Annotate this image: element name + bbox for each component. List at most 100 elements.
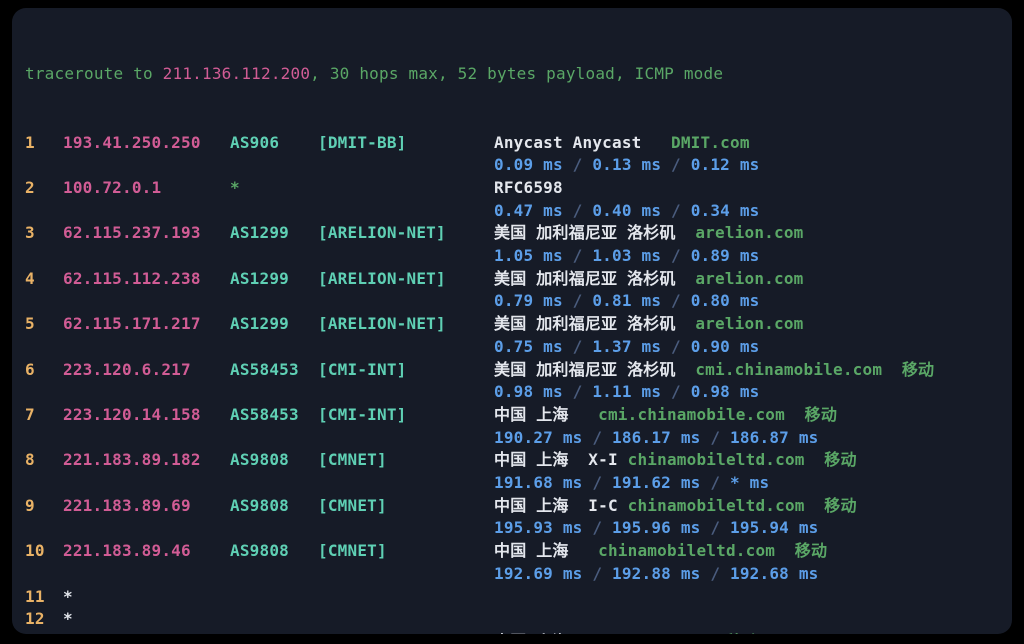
- traceroute-target-ip: 211.136.112.200: [162, 64, 311, 84]
- traceroute-header-suffix: , 30 hops max, 52 bytes payload, ICMP mo…: [310, 64, 724, 84]
- latency-value: 190.27 ms: [494, 427, 583, 447]
- hop-ip: 62.115.112.238: [63, 268, 201, 288]
- latency-separator: /: [661, 200, 691, 220]
- hop-list: 1 193.41.250.250 AS906 [DMIT-BB] Anycast Any…: [25, 132, 1004, 634]
- hop-ip: 211.136.112.252: [63, 631, 230, 634]
- hop-as-tag: [318, 177, 494, 200]
- hop-info-segment: 中国 上海: [494, 541, 569, 561]
- hop-row: 5 62.115.171.217 AS1299 [ARELION-NET] 美国 加利福…: [25, 313, 1004, 336]
- hop-as-tag: [ARELION-NET]: [318, 268, 446, 288]
- latency-value: 186.87 ms: [730, 427, 819, 447]
- latency-value: 192.88 ms: [612, 563, 701, 583]
- hop-as-tag: [ARELION-NET]: [318, 223, 446, 243]
- hop-asn: AS58453: [230, 404, 299, 424]
- hop-ip: 100.72.0.1: [63, 177, 162, 197]
- latency-value: 0.98 ms: [690, 382, 760, 402]
- latency-value: 195.93 ms: [494, 518, 583, 538]
- hop-latency: 1.05 ms / 1.03 ms / 0.89 ms: [25, 245, 1004, 268]
- hop-info-segment: 美国 加利福尼亚 洛杉矶: [494, 359, 676, 379]
- hop-latency: 0.09 ms / 0.13 ms / 0.12 ms: [25, 154, 1004, 177]
- hop-number: 13: [25, 631, 63, 634]
- hop-info-segment: arelion.com: [675, 268, 804, 288]
- hop-info-segment: arelion.com: [675, 223, 804, 243]
- hop-info-segment: 中国 上海 I-C: [494, 495, 618, 515]
- hop-ip: 221.183.89.69: [63, 495, 191, 515]
- hop-as-tag: [318, 608, 494, 631]
- hop-info-segment: DMIT.com: [641, 132, 750, 152]
- latency-separator: /: [661, 382, 691, 402]
- hop-ip: 223.120.6.217: [63, 359, 191, 379]
- hop-info: 中国 上海 sh.10086.cn 移动: [494, 631, 1004, 634]
- hop-row: 6 223.120.6.217 AS58453 [CMI-INT] 美国 加利福尼亚 洛…: [25, 359, 1004, 382]
- hop-ip: 62.115.171.217: [63, 314, 201, 334]
- hop-info-segment: chinamobileltd.com 移动: [617, 450, 857, 470]
- latency-separator: /: [582, 518, 612, 538]
- hop-number: 4: [25, 268, 35, 288]
- latency-separator: /: [661, 155, 691, 175]
- hop-asn: AS1299: [230, 223, 289, 243]
- latency-value: 186.17 ms: [612, 427, 701, 447]
- hop-number: 3: [25, 223, 35, 243]
- hop-asn: AS1299: [230, 314, 289, 334]
- latency-value: 0.90 ms: [690, 336, 760, 356]
- hop-info-segment: cmi.chinamobile.com 移动: [568, 404, 838, 424]
- latency-value: 0.79 ms: [494, 291, 563, 311]
- hop-as-tag: [318, 586, 494, 609]
- hop-info: [494, 586, 1004, 609]
- hop-asn: AS9808: [230, 495, 289, 515]
- hop-asn: AS9808: [230, 450, 289, 470]
- hop-number: 5: [25, 314, 35, 334]
- hop-info-segment: chinamobileltd.com 移动: [617, 495, 857, 515]
- hop-asn: AS1299: [230, 268, 289, 288]
- hop-ip: 62.115.237.193: [63, 223, 201, 243]
- hop-as-tag: [CMNET]: [318, 495, 387, 515]
- hop-info-segment: 美国 加利福尼亚 洛杉矶: [494, 268, 676, 288]
- hop-ip: 193.41.250.250: [63, 132, 201, 152]
- hop-info: [494, 608, 1004, 631]
- latency-value: 1.11 ms: [592, 382, 662, 402]
- latency-value: 1.37 ms: [592, 336, 662, 356]
- hop-row: 10 221.183.89.46 AS9808 [CMNET] 中国 上海 chinam…: [25, 540, 1004, 563]
- latency-value: 1.03 ms: [592, 246, 662, 266]
- traceroute-header: traceroute to 211.136.112.200, 30 hops m…: [25, 63, 1004, 86]
- hop-ip: 221.183.89.182: [63, 450, 201, 470]
- hop-number: 7: [25, 404, 35, 424]
- hop-row: 1 193.41.250.250 AS906 [DMIT-BB] Anycast Any…: [25, 132, 1004, 155]
- hop-info-segment: arelion.com: [675, 314, 804, 334]
- hop-info-segment: cmi.chinamobile.com 移动: [675, 359, 935, 379]
- hop-asn: AS58453: [230, 359, 299, 379]
- latency-separator: /: [700, 473, 730, 493]
- latency-value: 192.68 ms: [730, 563, 819, 583]
- hop-latency: 195.93 ms / 195.96 ms / 195.94 ms: [25, 517, 1004, 540]
- hop-info: 美国 加利福尼亚 洛杉矶 cmi.chinamobile.com 移动: [494, 359, 1004, 382]
- hop-info: 美国 加利福尼亚 洛杉矶 arelion.com: [494, 313, 1004, 336]
- latency-separator: /: [582, 427, 612, 447]
- latency-separator: /: [562, 200, 593, 220]
- hop-number: 6: [25, 359, 35, 379]
- latency-value: 0.80 ms: [690, 291, 760, 311]
- hop-asn: [230, 586, 318, 609]
- traceroute-header-prefix: traceroute to: [25, 64, 163, 84]
- hop-info-segment: 中国 上海: [494, 632, 569, 634]
- latency-value: 0.34 ms: [690, 200, 760, 220]
- latency-separator: /: [700, 518, 730, 538]
- hop-info-segment: RFC6598: [494, 177, 563, 197]
- hop-number: 1: [25, 132, 35, 152]
- hop-number: 9: [25, 495, 35, 515]
- hop-info: 美国 加利福尼亚 洛杉矶 arelion.com: [494, 222, 1004, 245]
- hop-info: RFC6598: [494, 177, 1004, 200]
- latency-value: 0.12 ms: [690, 155, 760, 175]
- hop-latency: 0.79 ms / 0.81 ms / 0.80 ms: [25, 290, 1004, 313]
- latency-separator: /: [562, 291, 593, 311]
- hop-info-segment: Anycast Anycast: [494, 132, 642, 152]
- hop-info: 中国 上海 I-C chinamobileltd.com 移动: [494, 495, 1004, 518]
- hop-ip: 221.183.89.46: [63, 541, 191, 561]
- latency-value: 191.62 ms: [612, 473, 701, 493]
- terminal-window: traceroute to 211.136.112.200, 30 hops m…: [12, 8, 1012, 634]
- latency-separator: /: [661, 336, 691, 356]
- hop-asn: [230, 608, 318, 631]
- hop-latency: 192.69 ms / 192.88 ms / 192.68 ms: [25, 563, 1004, 586]
- hop-info-segment: chinamobileltd.com 移动: [568, 541, 828, 561]
- latency-value: 0.47 ms: [494, 200, 563, 220]
- hop-latency: 0.98 ms / 1.11 ms / 0.98 ms: [25, 381, 1004, 404]
